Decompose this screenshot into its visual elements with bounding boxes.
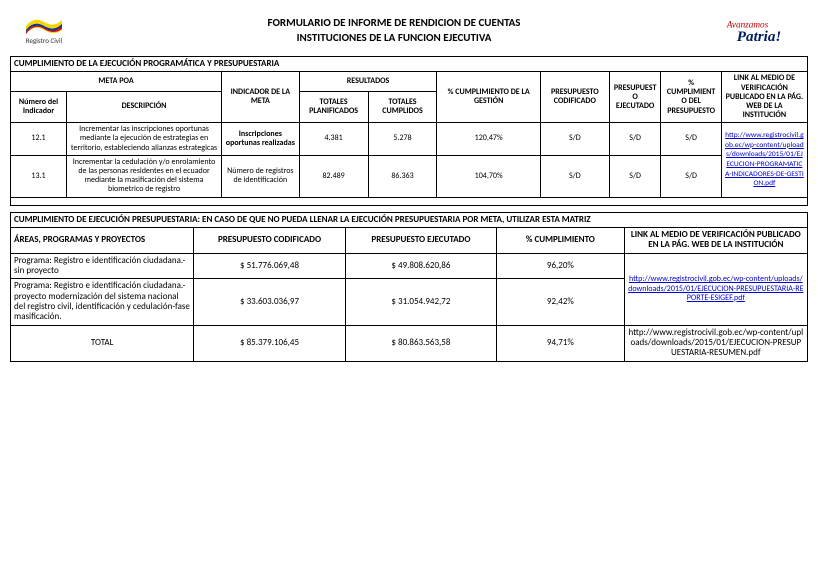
cell-pct: 96,20% <box>497 253 625 279</box>
col-link2: LINK AL MEDIO DE VERIFICACIÓN PUBLICADO … <box>624 227 807 253</box>
cell-cumpl: 86.363 <box>368 155 437 197</box>
col-pct-gestion: % CUMPLIMIENTO DE LA GESTIÓN <box>437 72 540 123</box>
total-row: TOTAL $ 85.379.106,45 $ 80.863.563,58 94… <box>11 325 808 361</box>
cell-area: Programa: Registro e identificación ciud… <box>11 279 194 325</box>
cell-link: http://www.registrocivil.gob.ec/wp-conte… <box>721 123 807 197</box>
section-title: CUMPLIMIENTO DE LA EJECUCIÓN PROGRAMÁTIC… <box>11 57 808 72</box>
col-pct: % CUMPLIMIENTO <box>497 227 625 253</box>
col-indicador-meta: INDICADOR DE LA META <box>222 72 300 123</box>
cell-pcod: S/D <box>540 123 609 156</box>
col-peje: PRESUPUESTO EJECUTADO <box>345 227 496 253</box>
col-desc: DESCRIPCIÓN <box>67 91 222 123</box>
title-line-1: FORMULARIO DE INFORME DE RENDICION DE CU… <box>74 15 714 30</box>
table-presupuestaria: CUMPLIMIENTO DE EJECUCIÓN PRESUPUESTARIA… <box>10 212 808 362</box>
col-presup-cod: PRESUPUESTO CODIFICADO <box>540 72 609 123</box>
cell-plan: 4.381 <box>299 123 368 156</box>
cell-total-link: http://www.registrocivil.gob.ec/wp-conte… <box>624 325 807 361</box>
title-line-2: INSTITUCIONES DE LA FUNCION EJECUTIVA <box>74 30 714 45</box>
group-header-row: META POA INDICADOR DE LA META RESULTADOS… <box>11 72 808 91</box>
verification-link[interactable]: http://www.registrocivil.gob.ec/wp-conte… <box>725 131 804 188</box>
group-resultados: RESULTADOS <box>299 72 437 91</box>
table-row: 12.1 Incrementar las inscripciones oport… <box>11 123 808 156</box>
table-row: Programa: Registro e identificación ciud… <box>11 253 808 279</box>
col-link: LINK AL MEDIO DE VERIFICACIÓN PUBLICADO … <box>721 72 807 123</box>
cell-num: 12.1 <box>11 123 67 156</box>
cell-pcod: S/D <box>540 155 609 197</box>
cell-pcod: $ 51.776.069,48 <box>194 253 345 279</box>
col-numero: Número del Indicador <box>11 91 67 123</box>
col-areas: ÁREAS, PROGRAMAS Y PROYECTOS <box>11 227 194 253</box>
header-row: ÁREAS, PROGRAMAS Y PROYECTOS PRESUPUESTO… <box>11 227 808 253</box>
table-poa: CUMPLIMIENTO DE LA EJECUCIÓN PROGRAMÁTIC… <box>10 56 808 206</box>
patria-icon: Avanzamos Patria! <box>720 15 804 45</box>
cell-peje: $ 49.808.620,86 <box>345 253 496 279</box>
col-presup-ejec: PRESUPUESTO EJECUTADO <box>609 72 661 123</box>
cell-num: 13.1 <box>11 155 67 197</box>
col-tot-cumpl: TOTALES CUMPLIDOS <box>368 91 437 123</box>
col-pcod: PRESUPUESTO CODIFICADO <box>194 227 345 253</box>
svg-text:Patria!: Patria! <box>737 29 782 45</box>
cell-desc: Incrementar las inscripciones oportunas … <box>67 123 222 156</box>
cell-peje: S/D <box>609 123 661 156</box>
logo-registro-civil: Registro Civil <box>14 10 74 50</box>
cell-area: Programa: Registro e identificación ciud… <box>11 253 194 279</box>
logo-left-label: Registro Civil <box>26 36 62 45</box>
cell-total-peje: $ 80.863.563,58 <box>345 325 496 361</box>
page-header: Registro Civil FORMULARIO DE INFORME DE … <box>10 10 808 56</box>
cell-peje: $ 31.054.942,72 <box>345 279 496 325</box>
col-tot-plan: TOTALES PLANIFICADOS <box>299 91 368 123</box>
cell-total-pcod: $ 85.379.106,45 <box>194 325 345 361</box>
cell-total-pct: 94,71% <box>497 325 625 361</box>
group-meta: META POA <box>11 72 222 91</box>
cell-pp: S/D <box>661 155 721 197</box>
cell-ind: Número de registros de identificación <box>222 155 300 197</box>
cell-cumpl: 5.278 <box>368 123 437 156</box>
cell-total-label: TOTAL <box>11 325 194 361</box>
section-title-2: CUMPLIMIENTO DE EJECUCIÓN PRESUPUESTARIA… <box>11 212 808 227</box>
verification-link-2[interactable]: http://www.registrocivil.gob.ec/wp-conte… <box>628 275 804 303</box>
cell-pctg: 104,70% <box>437 155 540 197</box>
col-pct-presup: % CUMPLIMIENTO DEL PRESUPUESTO <box>661 72 721 123</box>
cell-desc: Incrementar la cedulación y/o enrolamien… <box>67 155 222 197</box>
table-row: 13.1 Incrementar la cedulación y/o enrol… <box>11 155 808 197</box>
section-row: CUMPLIMIENTO DE EJECUCIÓN PRESUPUESTARIA… <box>11 212 808 227</box>
cell-link: http://www.registrocivil.gob.ec/wp-conte… <box>624 253 807 325</box>
header-titles: FORMULARIO DE INFORME DE RENDICION DE CU… <box>74 15 714 46</box>
section-row: CUMPLIMIENTO DE LA EJECUCIÓN PROGRAMÁTIC… <box>11 57 808 72</box>
cell-pctg: 120,47% <box>437 123 540 156</box>
cell-pct: 92,42% <box>497 279 625 325</box>
cell-pcod: $ 33.603.036,97 <box>194 279 345 325</box>
cell-plan: 82.489 <box>299 155 368 197</box>
spacer-row <box>11 197 808 205</box>
cell-peje: S/D <box>609 155 661 197</box>
logo-patria: Avanzamos Patria! <box>714 13 804 47</box>
flag-icon <box>24 10 64 36</box>
cell-ind: Inscripciones oportunas realizadas <box>222 123 300 156</box>
cell-pp: S/D <box>661 123 721 156</box>
svg-text:Avanzamos: Avanzamos <box>726 19 769 29</box>
